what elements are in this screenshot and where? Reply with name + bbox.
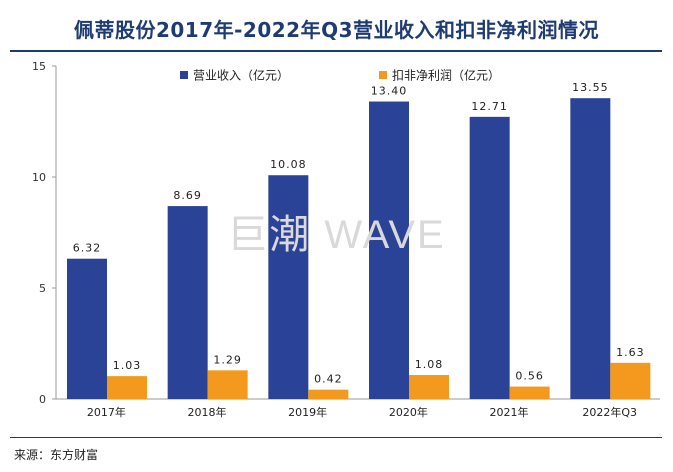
profit-bar [409, 375, 449, 399]
profit-data-label: 1.03 [113, 359, 142, 372]
x-tick-label: 2020年 [389, 405, 428, 419]
profit-data-label: 0.42 [314, 373, 343, 386]
revenue-bar [268, 175, 309, 399]
revenue-bar [369, 101, 409, 400]
x-tick-label: 2018年 [188, 405, 227, 419]
source-note: 来源：东方财富 [14, 448, 99, 462]
revenue-bar [167, 206, 208, 399]
x-tick-label: 2019年 [288, 405, 327, 419]
y-tick-label: 15 [32, 60, 46, 73]
source-divider [10, 437, 662, 438]
legend-revenue-swatch [180, 71, 188, 79]
title-underline [10, 50, 662, 52]
x-tick-label: 2017年 [87, 405, 126, 419]
revenue-data-label: 6.32 [73, 242, 102, 255]
profit-bar [207, 370, 248, 399]
y-tick-label: 5 [39, 282, 46, 295]
revenue-bar [67, 258, 107, 399]
x-tick-label: 2022年Q3 [582, 405, 637, 419]
chart-title: 佩蒂股份2017年-2022年Q3营业收入和扣非净利润情况 [73, 18, 600, 42]
revenue-bar [570, 98, 611, 399]
revenue-bar [469, 116, 510, 399]
legend-revenue-label: 营业收入（亿元） [193, 68, 289, 83]
y-tick-label: 0 [39, 393, 46, 406]
profit-data-label: 0.56 [515, 370, 544, 383]
legend-profit-label: 扣非净利润（亿元） [392, 68, 500, 83]
revenue-data-label: 13.40 [371, 85, 408, 98]
revenue-data-label: 12.71 [471, 100, 508, 113]
profit-bar [509, 386, 550, 399]
y-tick-label: 10 [32, 171, 46, 184]
profit-bar [308, 389, 349, 399]
profit-bar [107, 376, 147, 399]
legend-profit-swatch [379, 71, 387, 79]
profit-data-label: 1.08 [415, 358, 444, 371]
x-tick-label: 2021年 [490, 405, 529, 419]
profit-data-label: 1.29 [213, 353, 242, 366]
revenue-data-label: 8.69 [173, 189, 202, 202]
profit-data-label: 1.63 [616, 346, 645, 359]
revenue-data-label: 10.08 [270, 158, 307, 171]
revenue-data-label: 13.55 [572, 81, 609, 94]
profit-bar [610, 362, 651, 399]
